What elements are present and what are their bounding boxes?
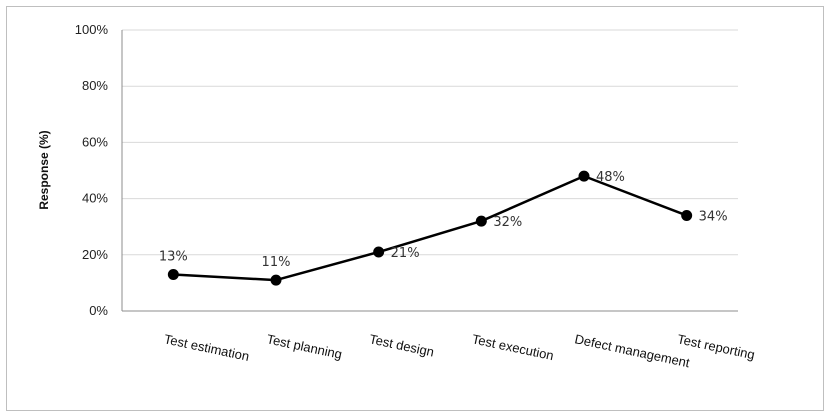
y-tick-label: 20%: [82, 247, 108, 262]
y-tick-label: 80%: [82, 78, 108, 93]
x-tick-label: Test estimation: [163, 331, 251, 364]
data-point-marker: [373, 246, 385, 258]
data-label: 48%: [596, 170, 625, 185]
data-point-marker: [167, 268, 179, 280]
y-tick-label: 0%: [89, 303, 108, 318]
chart-frame: [6, 6, 824, 411]
axes: [121, 30, 738, 312]
data-label: 21%: [391, 246, 420, 261]
data-point-marker: [475, 215, 487, 227]
y-tick-label: 60%: [82, 134, 108, 149]
series: [167, 170, 693, 286]
x-tick-label: Test planning: [265, 331, 343, 362]
y-axis-label: Response (%): [37, 130, 51, 209]
x-tick-label: Test design: [368, 331, 435, 359]
y-tick-labels: 0% 20% 40% 60% 80% 100%: [75, 22, 109, 318]
x-tick-label: Test execution: [471, 331, 555, 363]
data-label: 13%: [159, 249, 188, 264]
y-tick-label: 40%: [82, 191, 108, 206]
data-labels: 13% 11% 21% 32% 48% 34%: [159, 170, 728, 270]
data-label: 32%: [493, 215, 522, 230]
x-tick-label: Defect management: [573, 331, 691, 370]
y-tick-label: 100%: [75, 22, 109, 37]
grid-lines: [122, 29, 738, 256]
data-point-marker: [578, 170, 590, 182]
data-label: 11%: [262, 255, 291, 270]
x-tick-labels: Test estimation Test planning Test design T…: [163, 331, 756, 370]
data-point-marker: [270, 274, 282, 286]
data-label: 34%: [699, 209, 728, 224]
series-line: [173, 174, 688, 282]
data-point-marker: [681, 209, 693, 221]
